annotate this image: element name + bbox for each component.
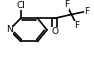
- Text: F: F: [64, 0, 69, 9]
- Text: N: N: [6, 25, 13, 34]
- Text: Cl: Cl: [16, 1, 25, 10]
- Text: O: O: [51, 27, 58, 36]
- Text: F: F: [75, 21, 80, 30]
- Text: F: F: [84, 7, 89, 16]
